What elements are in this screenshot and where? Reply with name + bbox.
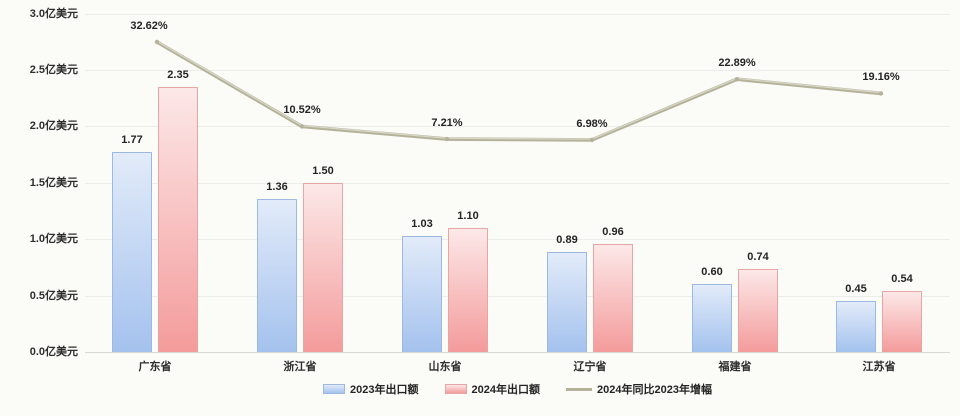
- legend-item-2023: 2023年出口额: [323, 381, 419, 397]
- bar-2023: [836, 301, 876, 352]
- bar-value-label: 2.35: [167, 68, 189, 81]
- bar-value-label: 1.36: [266, 180, 288, 193]
- bar-value-label: 1.03: [411, 217, 433, 230]
- bar-value-label: 0.54: [891, 273, 913, 286]
- y-axis-tick-label: 2.0亿美元: [29, 120, 78, 133]
- bar-2023: [402, 235, 442, 352]
- x-axis-category-label: 广东省: [138, 361, 172, 373]
- gridline: [85, 13, 950, 15]
- gridline: [85, 352, 950, 353]
- bar-2023: [547, 251, 587, 352]
- bar-value-label: 1.77: [121, 134, 143, 147]
- growth-pct-label: 6.98%: [576, 117, 608, 130]
- bar-2024: [593, 243, 633, 352]
- bar-value-label: 0.60: [701, 266, 723, 279]
- bar-value-label: 0.74: [747, 250, 769, 263]
- y-axis-tick-label: 0.5亿美元: [29, 289, 78, 302]
- bar-2023: [112, 152, 152, 352]
- legend-line-swatch: [566, 387, 592, 391]
- bar-2024: [448, 227, 488, 352]
- growth-pct-label: 7.21%: [431, 117, 463, 130]
- gridline: [85, 126, 950, 128]
- bar-2023: [692, 284, 732, 352]
- x-axis-category-label: 辽宁省: [573, 361, 607, 373]
- bar-2023: [257, 198, 297, 352]
- legend-label-2024: 2024年出口额: [471, 384, 540, 396]
- x-axis-category-label: 江苏省: [862, 361, 896, 373]
- x-axis-category-label: 福建省: [718, 361, 752, 373]
- legend-swatch-2024: [444, 384, 467, 394]
- bar-value-label: 0.96: [602, 225, 624, 238]
- bar-value-label: 0.45: [845, 283, 867, 296]
- y-axis-tick-label: 2.5亿美元: [29, 64, 78, 76]
- bar-2024: [882, 291, 922, 352]
- growth-pct-label: 19.16%: [862, 71, 900, 84]
- legend-label-2023: 2023年出口额: [350, 384, 419, 396]
- bar-value-label: 1.10: [457, 209, 479, 222]
- legend-item-2024: 2024年出口额: [444, 381, 540, 397]
- growth-pct-label: 22.89%: [718, 57, 756, 70]
- y-axis-tick-label: 3.0亿美元: [29, 7, 78, 20]
- bar-2024: [158, 86, 198, 352]
- growth-pct-label: 10.52%: [283, 104, 321, 117]
- bar-2024: [303, 182, 343, 352]
- legend-swatch-2023: [323, 384, 346, 394]
- gridline: [85, 239, 950, 241]
- x-axis-category-label: 浙江省: [283, 361, 317, 373]
- growth-pct-label: 32.62%: [130, 19, 168, 32]
- y-axis-tick-label: 0.0亿美元: [29, 346, 78, 358]
- legend-label-growth: 2024年同比2023年增幅: [597, 384, 712, 396]
- gridline: [85, 70, 950, 71]
- gridline: [85, 295, 950, 297]
- gridline: [85, 182, 950, 184]
- x-axis-category-label: 山东省: [428, 361, 462, 373]
- bar-value-label: 0.89: [556, 233, 578, 246]
- bar-value-label: 1.50: [312, 164, 334, 177]
- bar-2024: [738, 268, 778, 352]
- y-axis-tick-label: 1.0亿美元: [29, 233, 78, 246]
- y-axis-tick-label: 1.5亿美元: [29, 176, 78, 189]
- legend-item-growth: 2024年同比2023年增幅: [566, 381, 712, 397]
- legend: 2023年出口额 2024年出口额 2024年同比2023年增幅: [85, 381, 950, 397]
